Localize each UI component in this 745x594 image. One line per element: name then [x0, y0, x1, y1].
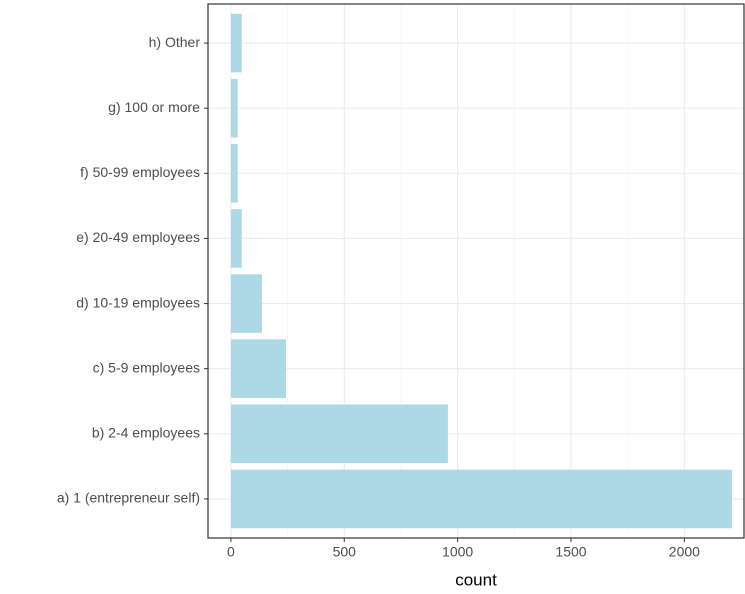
bar: [230, 144, 238, 203]
x-tick-label: 1000: [442, 544, 473, 560]
bar: [230, 404, 448, 464]
y-tick-label: e) 20-49 employees: [76, 229, 200, 245]
bar: [230, 13, 242, 73]
bar: [230, 78, 238, 138]
y-tick-label: b) 2-4 employees: [92, 425, 200, 441]
bar: [230, 274, 262, 333]
bar: [230, 469, 732, 529]
bar: [230, 339, 286, 398]
y-tick-label: f) 50-99 employees: [80, 164, 200, 180]
y-tick-label: c) 5-9 employees: [93, 359, 200, 375]
y-tick-label: h) Other: [149, 34, 201, 50]
x-tick-label: 1500: [555, 544, 586, 560]
x-axis-title: count: [455, 570, 497, 589]
y-tick-label: d) 10-19 employees: [76, 294, 200, 310]
panel-border: [207, 3, 745, 539]
x-tick-label: 0: [227, 544, 235, 560]
y-tick-label: a) 1 (entrepreneur self): [57, 490, 200, 506]
x-tick-label: 2000: [669, 544, 700, 560]
bar: [230, 209, 242, 268]
y-tick-label: g) 100 or more: [108, 99, 200, 115]
x-tick-label: 500: [333, 544, 357, 560]
